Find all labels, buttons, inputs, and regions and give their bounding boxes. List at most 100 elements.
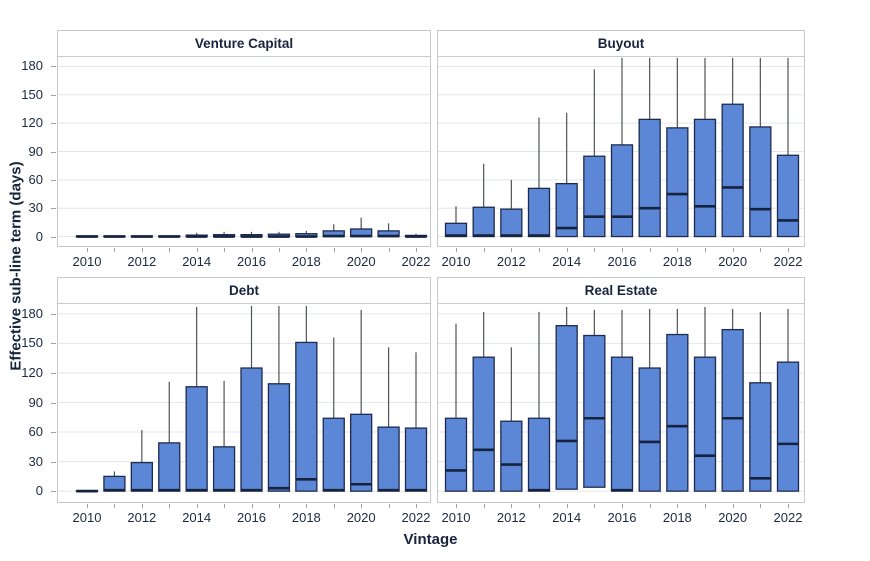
y-tick-label: 90 [28,143,43,159]
x-tick-mark [539,504,540,508]
y-tick-mark [51,66,56,68]
y-tick-mark [51,179,56,181]
x-tick-mark [566,504,568,508]
x-tick-mark [87,248,88,252]
y-tick-label: 150 [21,335,43,351]
x-tick-mark [788,504,789,508]
x-tick-label: 2018 [662,254,692,269]
x-tick-mark [388,248,390,252]
x-tick-mark [87,504,88,508]
x-tick-mark [251,504,253,508]
x-tick-label: 2010 [441,254,471,269]
y-tick-mark [51,94,56,96]
x-tick-mark [622,504,623,508]
y-tick-mark [51,208,56,210]
y-tick-label: 120 [21,364,43,380]
y-tick-mark [51,432,56,434]
x-tick-mark [705,504,706,508]
x-tick-label: 2020 [718,510,748,525]
y-tick-mark [51,236,56,238]
x-tick-mark [251,248,253,252]
x-tick-label: 2022 [401,254,431,269]
x-tick-label: 2020 [718,254,748,269]
y-axis-ticks-bottom: 0 30 60 90 120 150 180 [0,304,56,501]
y-tick-mark [51,123,56,125]
x-tick-mark [361,248,363,252]
y-tick-label: 180 [21,305,43,321]
x-tick-label: 2018 [662,510,692,525]
y-tick-label: 30 [28,453,43,469]
y-tick-label: 0 [35,483,43,499]
y-tick-label: 90 [28,394,43,410]
plot-area-debt [58,305,430,493]
x-tick-mark [416,504,417,508]
x-tick-mark [539,248,540,252]
x-tick-label: 2022 [773,510,803,525]
y-tick-label: 150 [21,86,43,102]
x-tick-mark [511,248,513,252]
x-tick-mark [169,248,171,252]
x-tick-mark [760,248,762,252]
x-tick-mark [760,504,762,508]
x-tick-mark [456,504,457,508]
x-tick-mark [333,504,335,508]
x-tick-mark [388,504,390,508]
panel-real-estate: Real Estate [437,277,805,503]
x-tick-label: 2022 [401,510,431,525]
y-tick-mark [51,372,56,374]
x-tick-mark [169,504,171,508]
facet-strip-buyout: Buyout [438,31,804,57]
x-tick-mark [196,248,198,252]
x-tick-mark [511,504,513,508]
x-tick-mark [114,248,116,252]
x-tick-label: 2018 [291,510,321,525]
facet-title-debt: Debt [229,283,259,298]
x-tick-label: 2020 [346,254,376,269]
x-tick-mark [224,248,226,252]
x-tick-label: 2014 [182,254,212,269]
plot-area-buyout [438,57,804,238]
x-tick-label: 2022 [773,254,803,269]
x-tick-mark [649,504,651,508]
x-tick-mark [456,248,457,252]
y-tick-label: 60 [28,171,43,187]
y-tick-mark [51,491,56,493]
facet-strip-debt: Debt [58,278,430,304]
x-tick-mark [594,248,596,252]
x-tick-label: 2012 [127,510,157,525]
x-tick-mark [677,504,679,508]
x-tick-label: 2012 [496,510,526,525]
x-tick-mark [114,504,116,508]
x-tick-mark [141,504,143,508]
y-tick-label: 0 [35,228,43,244]
x-tick-label: 2016 [607,510,637,525]
facet-strip-real-estate: Real Estate [438,278,804,304]
x-tick-mark [278,504,280,508]
y-axis-ticks-top: 0 30 60 90 120 150 180 [0,57,56,246]
x-tick-mark [483,504,485,508]
plot-area-real-estate [438,306,804,492]
x-tick-mark [278,248,280,252]
facet-title-buyout: Buyout [597,36,645,51]
x-tick-mark [306,504,308,508]
panel-debt: Debt [57,277,431,503]
x-tick-mark [306,248,308,252]
x-tick-label: 2010 [441,510,471,525]
x-tick-label: 2014 [182,510,212,525]
x-tick-mark [566,248,568,252]
x-tick-label: 2020 [346,510,376,525]
x-tick-mark [705,248,706,252]
x-tick-label: 2016 [607,254,637,269]
x-tick-mark [649,248,651,252]
y-tick-mark [51,461,56,463]
x-tick-mark [196,504,198,508]
y-tick-label: 30 [28,200,43,216]
x-tick-mark [677,248,679,252]
x-axis-ticks-buyout: 2010 2012 2014 2016 2018 2020 2022 [438,248,804,274]
x-tick-mark [361,504,363,508]
facet-title-real-estate: Real Estate [584,283,658,298]
x-tick-mark [788,248,789,252]
y-tick-mark [51,151,56,153]
x-tick-mark [732,504,734,508]
